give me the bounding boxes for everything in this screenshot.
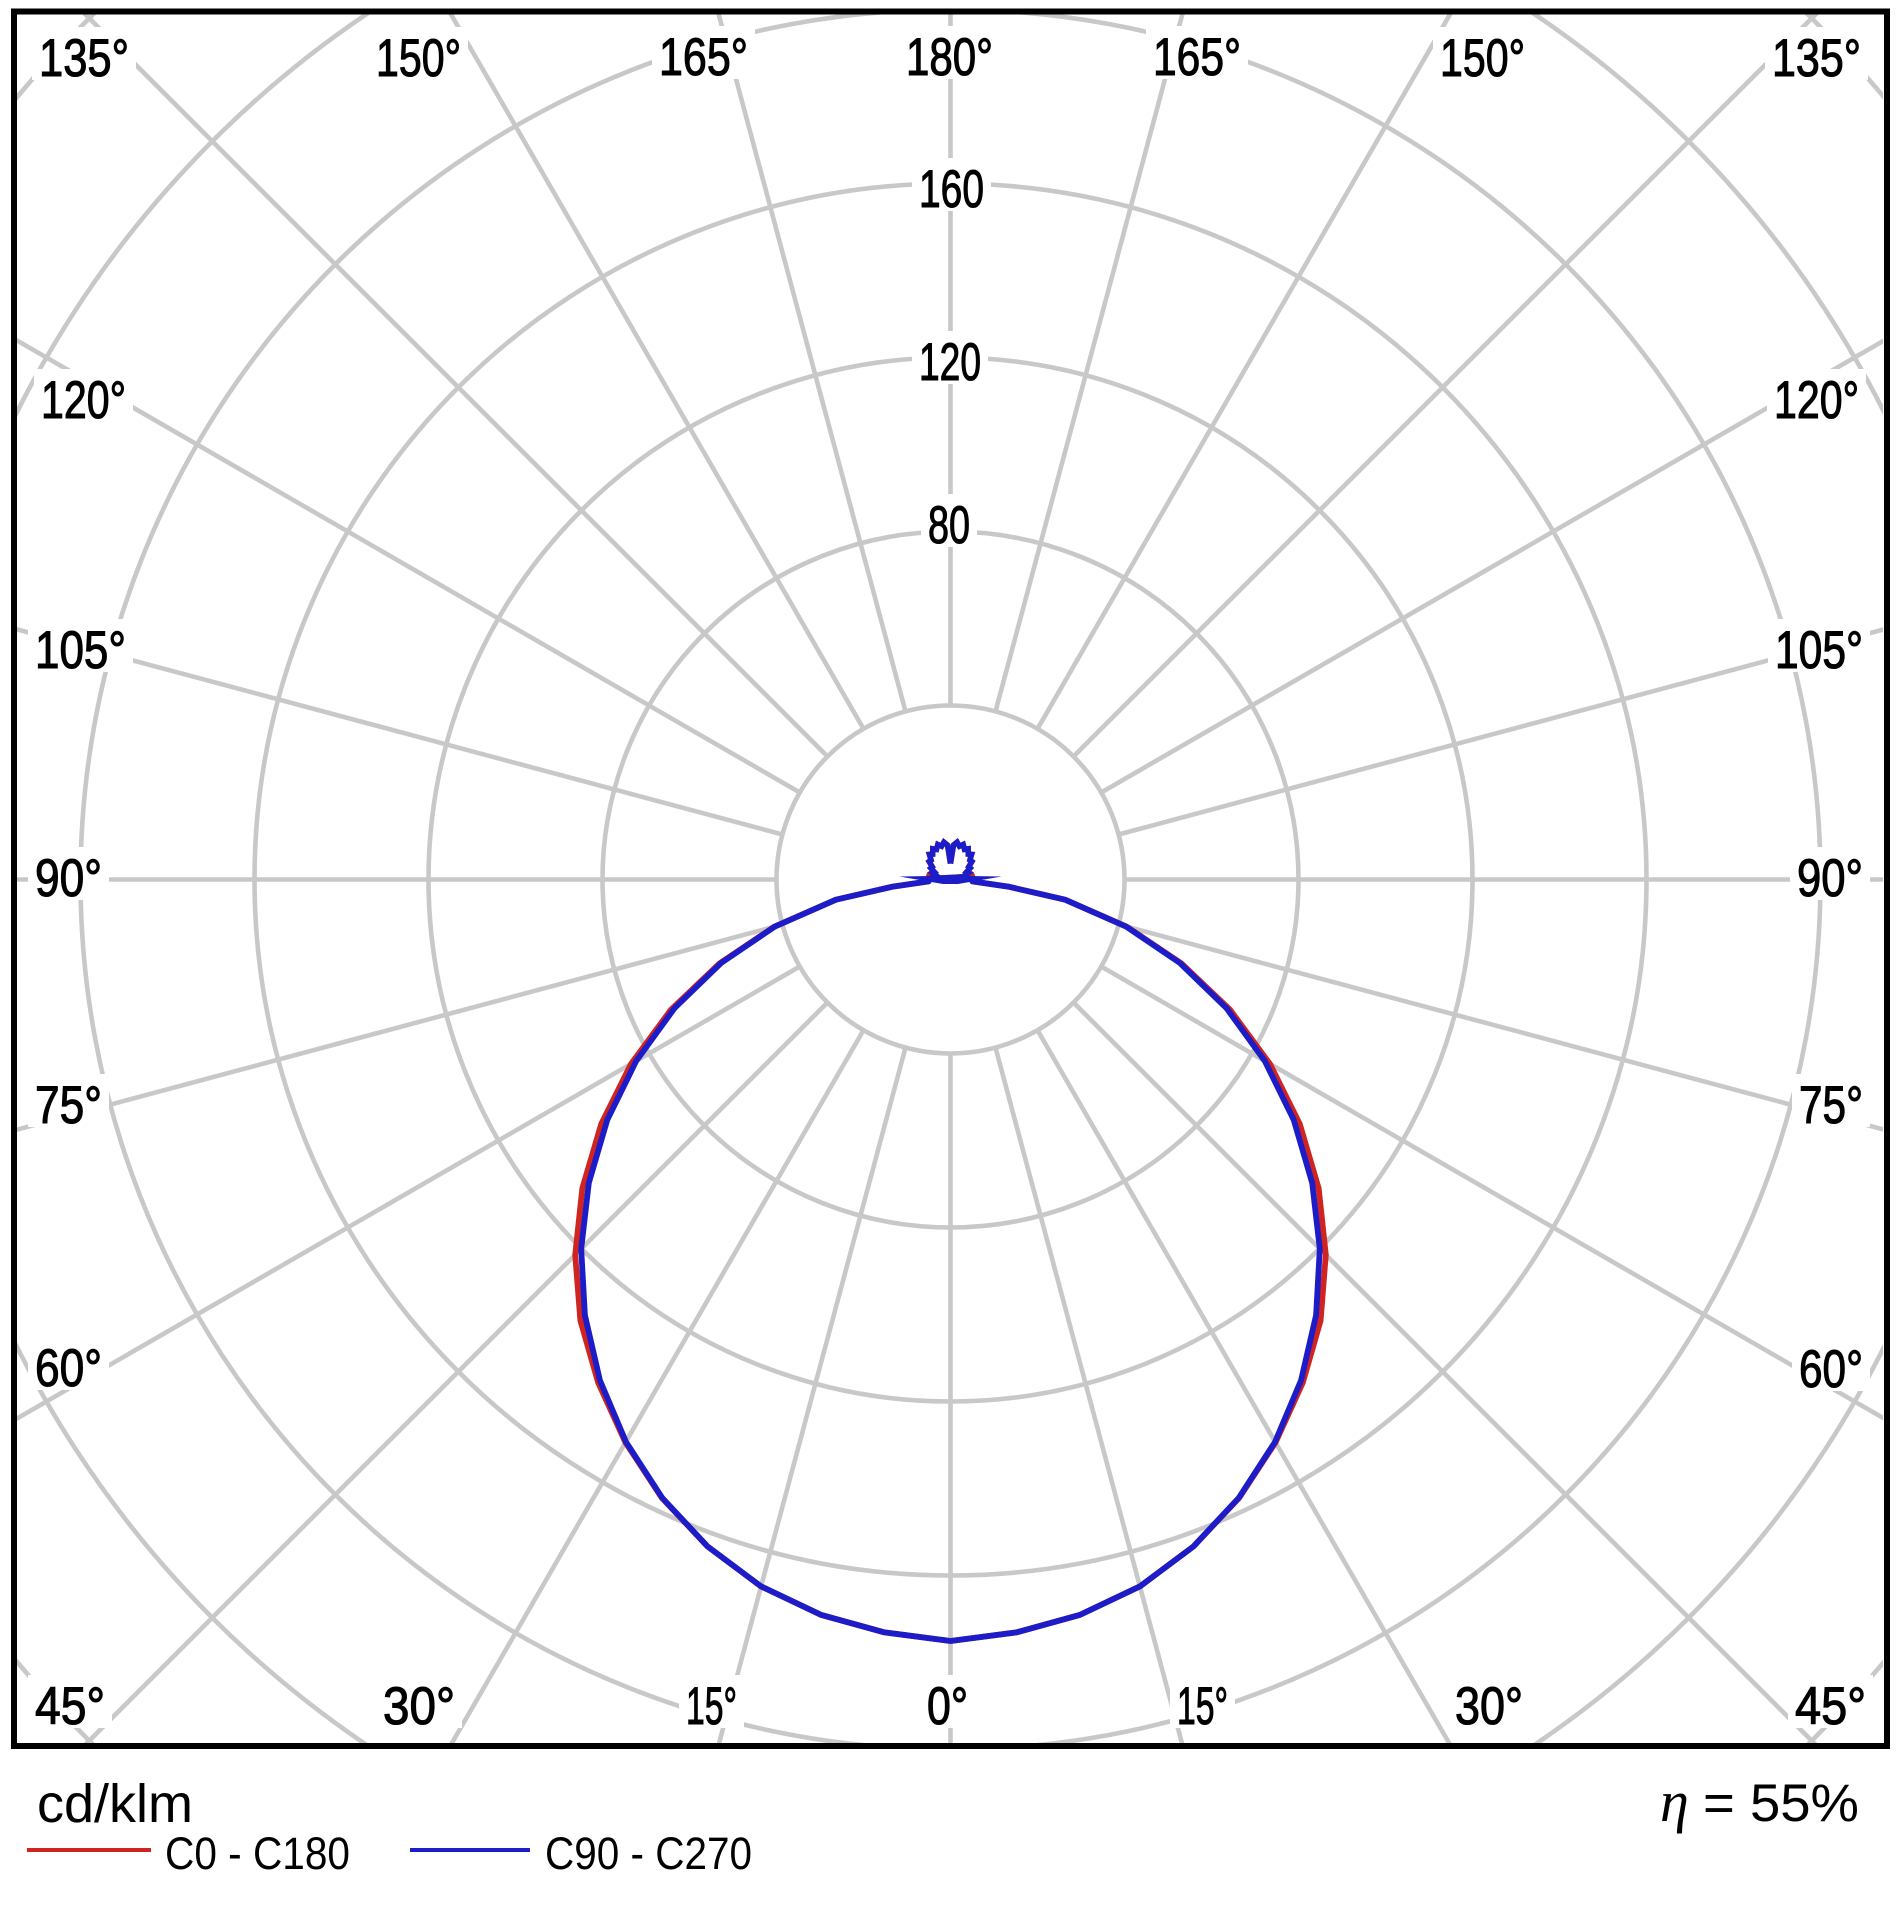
svg-text:0°: 0° bbox=[927, 1677, 968, 1736]
svg-text:135°: 135° bbox=[39, 29, 129, 88]
svg-text:30°: 30° bbox=[1455, 1677, 1523, 1736]
svg-text:75°: 75° bbox=[1799, 1076, 1863, 1135]
svg-text:C90 - C270: C90 - C270 bbox=[545, 1828, 752, 1879]
svg-text:cd/klm: cd/klm bbox=[37, 1774, 193, 1834]
svg-text:120°: 120° bbox=[1774, 371, 1859, 430]
svg-text:150°: 150° bbox=[1440, 29, 1525, 88]
svg-text:15°: 15° bbox=[1177, 1677, 1228, 1736]
svg-text:75°: 75° bbox=[35, 1076, 102, 1135]
svg-text:120°: 120° bbox=[41, 371, 126, 430]
svg-text:45°: 45° bbox=[35, 1677, 105, 1736]
svg-text:C0 - C180: C0 - C180 bbox=[165, 1828, 350, 1879]
svg-text:90°: 90° bbox=[35, 849, 102, 908]
svg-text:30°: 30° bbox=[383, 1677, 455, 1736]
svg-text:180°: 180° bbox=[906, 28, 993, 87]
svg-text:= 55%: = 55% bbox=[1703, 1774, 1859, 1833]
svg-text:120: 120 bbox=[919, 333, 981, 392]
svg-text:135°: 135° bbox=[1772, 29, 1861, 88]
svg-text:150°: 150° bbox=[376, 29, 461, 88]
svg-text:165°: 165° bbox=[1153, 28, 1241, 87]
svg-text:60°: 60° bbox=[35, 1339, 102, 1398]
svg-text:105°: 105° bbox=[35, 621, 126, 680]
svg-text:80: 80 bbox=[928, 496, 970, 555]
svg-text:15°: 15° bbox=[686, 1677, 737, 1736]
svg-text:60°: 60° bbox=[1799, 1340, 1863, 1399]
svg-text:165°: 165° bbox=[659, 28, 748, 87]
svg-text:90°: 90° bbox=[1797, 849, 1863, 908]
svg-text:105°: 105° bbox=[1775, 621, 1863, 680]
svg-text:160: 160 bbox=[919, 160, 984, 219]
svg-text:η: η bbox=[1660, 1769, 1689, 1834]
svg-text:45°: 45° bbox=[1795, 1677, 1866, 1736]
